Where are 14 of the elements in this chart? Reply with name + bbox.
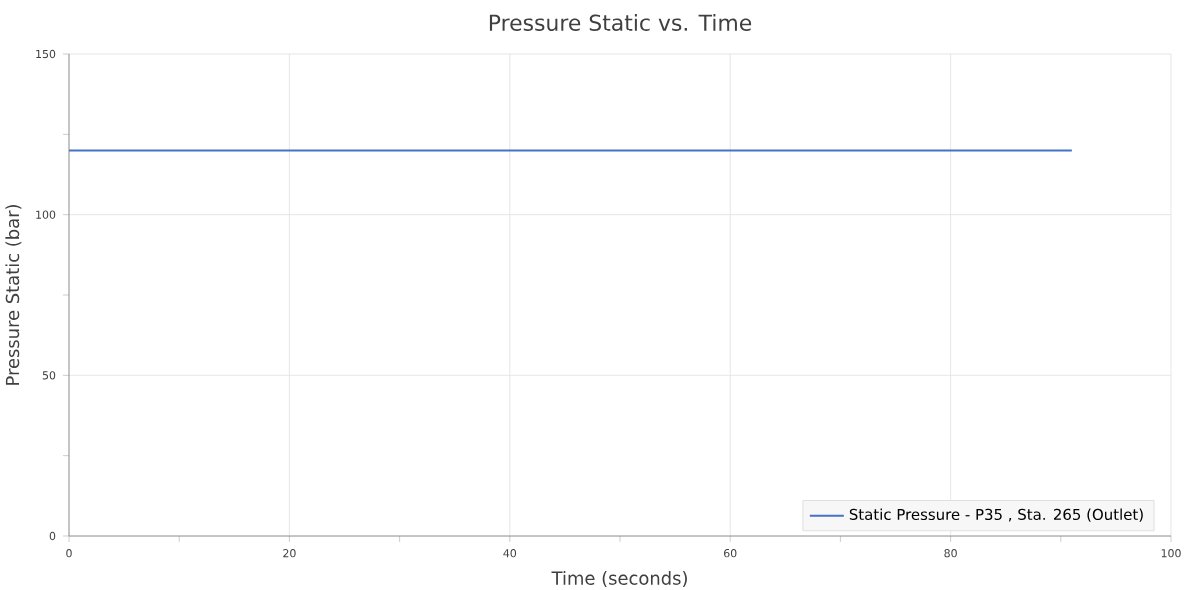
y-tick-label: 50	[42, 371, 56, 380]
x-tick-label: 20	[283, 549, 296, 558]
x-axis-title: Time (seconds)	[551, 571, 687, 588]
y-axis-title: Pressure Static (bar)	[5, 205, 22, 385]
x-tick-label: 0	[66, 549, 72, 558]
y-tick-label: 100	[36, 210, 56, 219]
x-tick-label: 100	[1161, 549, 1181, 558]
x-tick-label: 60	[724, 549, 737, 558]
y-tick-label: 0	[49, 531, 56, 541]
legend-label: Static Pressure - P35 , Sta. 265 (Outlet)	[849, 508, 1143, 522]
x-tick-label: 40	[503, 549, 517, 558]
y-tick-label: 150	[36, 49, 56, 59]
chart-title: Pressure Static vs. Time	[489, 14, 752, 31]
x-tick-label: 80	[944, 549, 957, 558]
